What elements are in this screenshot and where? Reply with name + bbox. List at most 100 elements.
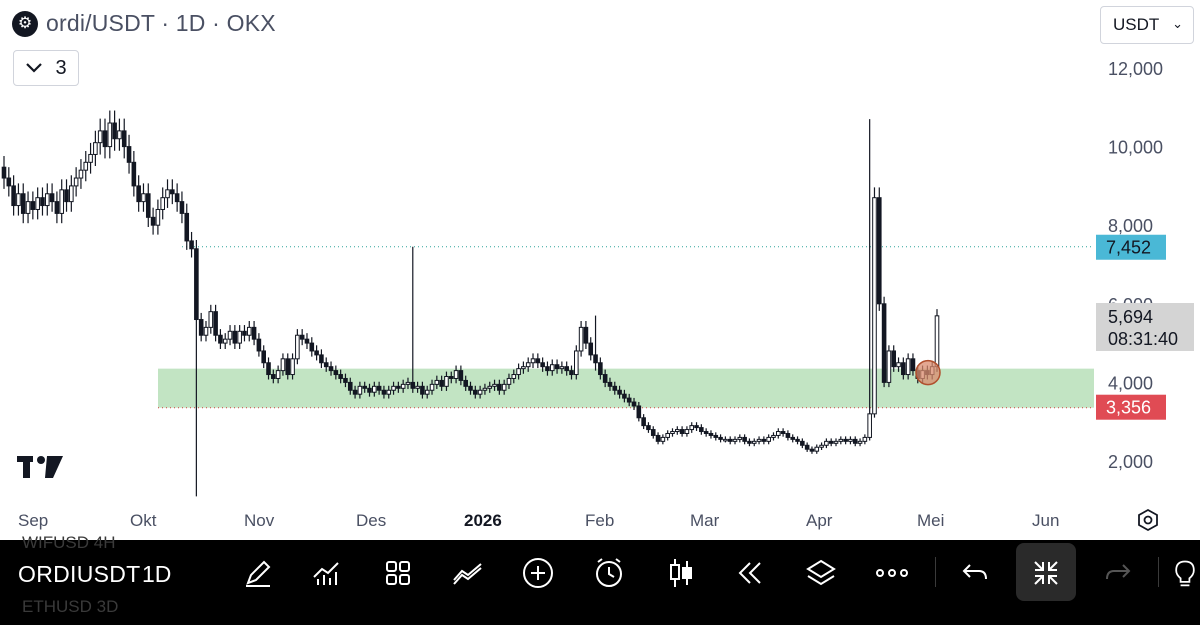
- candle-body: [444, 376, 449, 387]
- candle-body: [516, 368, 521, 376]
- collapse-indicators-button[interactable]: 3: [13, 50, 79, 86]
- candle-body: [679, 429, 685, 434]
- candle-body: [189, 240, 194, 250]
- lightbulb-icon[interactable]: [1170, 553, 1200, 593]
- candle-body: [598, 362, 603, 376]
- chart-area[interactable]: 12,00010,0008,0006,0004,0002,0007,4523,3…: [0, 0, 1200, 540]
- candle-body: [131, 161, 137, 187]
- candle-body: [463, 379, 468, 387]
- candle-body: [530, 358, 536, 364]
- y-tick-label: 12,000: [1108, 59, 1163, 79]
- candle-body: [473, 389, 478, 395]
- candle-body: [35, 197, 40, 210]
- indicator-count: 3: [55, 56, 67, 79]
- candle-body: [434, 379, 440, 385]
- chart-title-bar: ⚙ ordi/USDT · 1D · OKX: [12, 10, 276, 37]
- alert-clock-icon[interactable]: [589, 553, 629, 593]
- candle-body: [213, 311, 218, 336]
- candle-body: [1, 166, 7, 179]
- candle-body: [323, 362, 329, 368]
- y-tick-label: 8,000: [1108, 216, 1153, 236]
- candle-body: [747, 440, 752, 444]
- candle-body: [246, 326, 252, 336]
- candle-body: [165, 189, 170, 199]
- candle-body: [227, 330, 233, 340]
- candle-body: [170, 189, 175, 195]
- candle-body: [203, 326, 209, 336]
- candle-body: [506, 377, 512, 385]
- candle-body: [761, 438, 767, 442]
- candle-body: [809, 448, 815, 452]
- candle-body: [415, 385, 420, 389]
- toolbar-interval-button[interactable]: 1D: [142, 561, 172, 587]
- candle-body: [396, 385, 401, 389]
- candle-body: [352, 389, 358, 395]
- candle-body: [525, 362, 531, 368]
- candle-body: [40, 197, 45, 207]
- redo-icon[interactable]: [1098, 553, 1138, 593]
- candle-body: [386, 389, 392, 395]
- candle-body: [670, 431, 675, 434]
- currency-value: USDT: [1113, 15, 1160, 34]
- candle-body: [814, 446, 820, 452]
- collapse-arrows-icon[interactable]: [1026, 553, 1066, 593]
- layers-icon[interactable]: [801, 553, 841, 593]
- drawing-pen-icon[interactable]: [238, 553, 278, 593]
- chevron-down-icon: [26, 63, 43, 73]
- candle-body: [636, 405, 642, 419]
- candle-body: [242, 330, 247, 336]
- candle-body: [785, 432, 791, 438]
- candle-body: [886, 350, 892, 383]
- candle-body: [155, 208, 161, 226]
- candle-body: [824, 440, 829, 446]
- candle-body: [742, 436, 747, 442]
- toolbar-divider: [1158, 557, 1159, 587]
- candle-body: [650, 429, 656, 436]
- candle-body: [458, 370, 464, 381]
- current-price-label: 5,694: [1108, 307, 1153, 327]
- candle-body: [910, 358, 916, 372]
- candle-body: [819, 444, 824, 448]
- replay-rewind-icon[interactable]: [730, 553, 770, 593]
- candle-body: [160, 197, 166, 210]
- candle-body: [501, 383, 507, 391]
- undo-icon[interactable]: [955, 553, 995, 593]
- currency-select[interactable]: USDT ⌄: [1100, 6, 1194, 44]
- candle-body: [487, 385, 493, 389]
- price-chart[interactable]: 12,00010,0008,0006,0004,0002,0007,4523,3…: [0, 0, 1200, 540]
- candle-body: [208, 311, 214, 328]
- symbol-list-ghost-row: ETHUSD 3D: [22, 597, 119, 616]
- more-dots-icon[interactable]: [872, 553, 912, 593]
- candle-body: [511, 374, 517, 379]
- add-plus-icon[interactable]: [518, 553, 558, 593]
- x-tick-label: Feb: [585, 511, 614, 530]
- candle-body: [150, 216, 156, 226]
- indicators-chart-icon[interactable]: [306, 553, 346, 593]
- candle-body: [881, 303, 887, 383]
- chart-settings-icon[interactable]: [1136, 508, 1160, 532]
- candle-body: [69, 185, 74, 203]
- candle-body: [59, 189, 65, 214]
- candle-body: [97, 130, 103, 144]
- toolbar-symbol-button[interactable]: ORDIUSDT: [18, 561, 141, 587]
- candle-body: [737, 436, 743, 440]
- countdown-label: 08:31:40: [1108, 329, 1178, 349]
- candle-body: [343, 377, 348, 383]
- candle-body: [756, 438, 762, 442]
- candle-body: [304, 338, 310, 344]
- candle-body: [549, 364, 555, 372]
- candle-body: [429, 383, 435, 391]
- candle-body: [448, 376, 454, 379]
- candle-body: [732, 438, 738, 442]
- candle-body: [718, 436, 723, 440]
- candle-body: [751, 440, 757, 444]
- highlight-marker: [915, 359, 941, 386]
- candle-body: [891, 350, 897, 368]
- candle-body: [602, 374, 608, 383]
- candlestick-type-icon[interactable]: [661, 553, 701, 593]
- compare-line-icon[interactable]: [448, 553, 488, 593]
- candle-body: [867, 413, 872, 438]
- candle-body: [266, 362, 271, 376]
- layouts-grid-icon[interactable]: [378, 553, 418, 593]
- candle-body: [631, 401, 637, 407]
